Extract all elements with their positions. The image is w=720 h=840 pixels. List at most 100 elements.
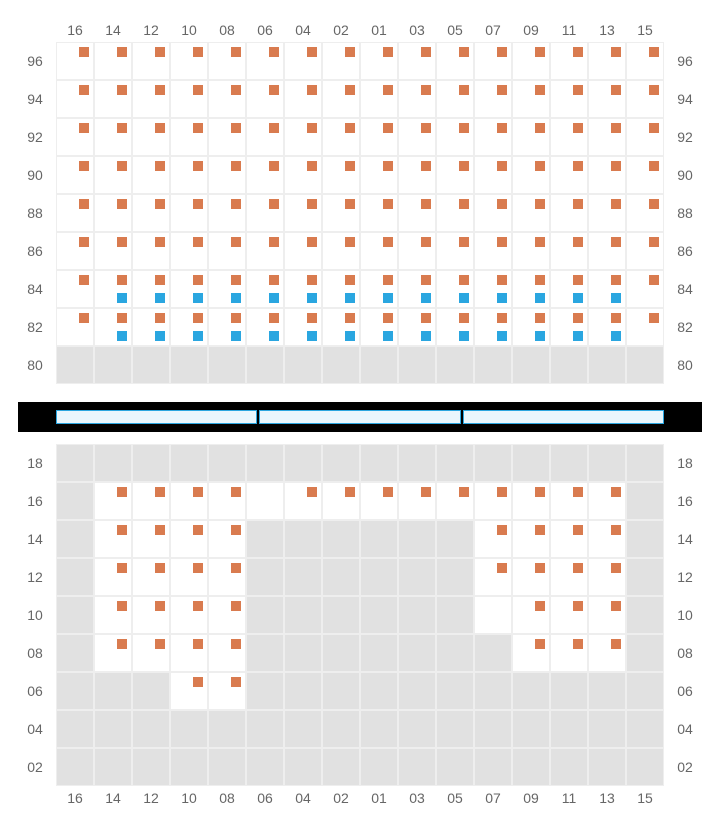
seat-available[interactable] [550, 270, 588, 308]
seat-available[interactable] [398, 232, 436, 270]
seat-available[interactable] [588, 634, 626, 672]
seat-available[interactable] [132, 596, 170, 634]
seat-available[interactable] [170, 156, 208, 194]
seat-available[interactable] [208, 634, 246, 672]
seat-available[interactable] [56, 156, 94, 194]
seat-available[interactable] [322, 308, 360, 346]
seat-available[interactable] [436, 194, 474, 232]
seat-available[interactable] [208, 520, 246, 558]
seat-available[interactable] [208, 596, 246, 634]
seat-available[interactable] [132, 520, 170, 558]
seat-available[interactable] [436, 118, 474, 156]
seat-available[interactable] [56, 270, 94, 308]
seat-available[interactable] [322, 194, 360, 232]
seat-available[interactable] [550, 596, 588, 634]
seat-available[interactable] [626, 194, 664, 232]
seat-available[interactable] [360, 308, 398, 346]
seat-available[interactable] [322, 118, 360, 156]
seat-available[interactable] [246, 482, 284, 520]
seat-available[interactable] [208, 232, 246, 270]
seat-available[interactable] [512, 80, 550, 118]
seat-available[interactable] [284, 308, 322, 346]
seat-available[interactable] [512, 232, 550, 270]
seat-available[interactable] [550, 634, 588, 672]
seat-available[interactable] [94, 118, 132, 156]
seat-available[interactable] [56, 308, 94, 346]
seat-available[interactable] [56, 80, 94, 118]
seat-available[interactable] [588, 232, 626, 270]
seat-available[interactable] [94, 80, 132, 118]
seat-available[interactable] [512, 558, 550, 596]
seat-available[interactable] [588, 520, 626, 558]
seat-available[interactable] [474, 308, 512, 346]
seat-available[interactable] [588, 308, 626, 346]
seat-available[interactable] [436, 80, 474, 118]
seat-available[interactable] [474, 42, 512, 80]
seat-available[interactable] [208, 118, 246, 156]
seat-available[interactable] [56, 42, 94, 80]
seat-available[interactable] [94, 558, 132, 596]
seat-available[interactable] [170, 596, 208, 634]
seat-available[interactable] [626, 232, 664, 270]
seat-available[interactable] [170, 194, 208, 232]
seat-available[interactable] [246, 156, 284, 194]
seat-available[interactable] [208, 80, 246, 118]
seat-available[interactable] [550, 558, 588, 596]
seat-available[interactable] [588, 558, 626, 596]
seat-available[interactable] [436, 308, 474, 346]
seat-available[interactable] [626, 270, 664, 308]
seat-available[interactable] [246, 270, 284, 308]
seat-available[interactable] [246, 194, 284, 232]
seat-available[interactable] [132, 482, 170, 520]
seat-available[interactable] [398, 156, 436, 194]
seat-available[interactable] [588, 596, 626, 634]
seat-available[interactable] [284, 232, 322, 270]
seat-available[interactable] [512, 156, 550, 194]
seat-available[interactable] [474, 156, 512, 194]
seat-available[interactable] [550, 156, 588, 194]
seat-available[interactable] [436, 232, 474, 270]
seat-available[interactable] [94, 520, 132, 558]
seat-available[interactable] [626, 118, 664, 156]
seat-available[interactable] [512, 42, 550, 80]
seat-available[interactable] [94, 596, 132, 634]
seat-available[interactable] [170, 42, 208, 80]
seat-available[interactable] [170, 482, 208, 520]
seat-available[interactable] [284, 42, 322, 80]
seat-available[interactable] [94, 482, 132, 520]
seat-available[interactable] [208, 156, 246, 194]
seat-available[interactable] [360, 194, 398, 232]
seat-available[interactable] [398, 482, 436, 520]
seat-available[interactable] [512, 634, 550, 672]
seat-available[interactable] [170, 232, 208, 270]
seat-available[interactable] [94, 308, 132, 346]
seat-available[interactable] [588, 42, 626, 80]
seat-available[interactable] [246, 308, 284, 346]
seat-available[interactable] [170, 634, 208, 672]
seat-available[interactable] [284, 118, 322, 156]
seat-available[interactable] [626, 42, 664, 80]
seat-available[interactable] [626, 156, 664, 194]
seat-available[interactable] [246, 232, 284, 270]
seat-available[interactable] [474, 270, 512, 308]
seat-available[interactable] [550, 118, 588, 156]
seat-available[interactable] [322, 270, 360, 308]
seat-available[interactable] [360, 80, 398, 118]
seat-available[interactable] [474, 482, 512, 520]
seat-available[interactable] [132, 194, 170, 232]
seat-available[interactable] [398, 118, 436, 156]
seat-available[interactable] [512, 596, 550, 634]
seat-available[interactable] [284, 156, 322, 194]
seat-available[interactable] [208, 308, 246, 346]
seat-available[interactable] [512, 308, 550, 346]
seat-available[interactable] [322, 42, 360, 80]
seat-available[interactable] [512, 118, 550, 156]
seat-available[interactable] [322, 80, 360, 118]
seat-available[interactable] [56, 194, 94, 232]
seat-available[interactable] [208, 194, 246, 232]
seat-available[interactable] [360, 118, 398, 156]
seat-available[interactable] [132, 634, 170, 672]
seat-available[interactable] [246, 118, 284, 156]
seat-available[interactable] [512, 194, 550, 232]
seat-available[interactable] [474, 520, 512, 558]
